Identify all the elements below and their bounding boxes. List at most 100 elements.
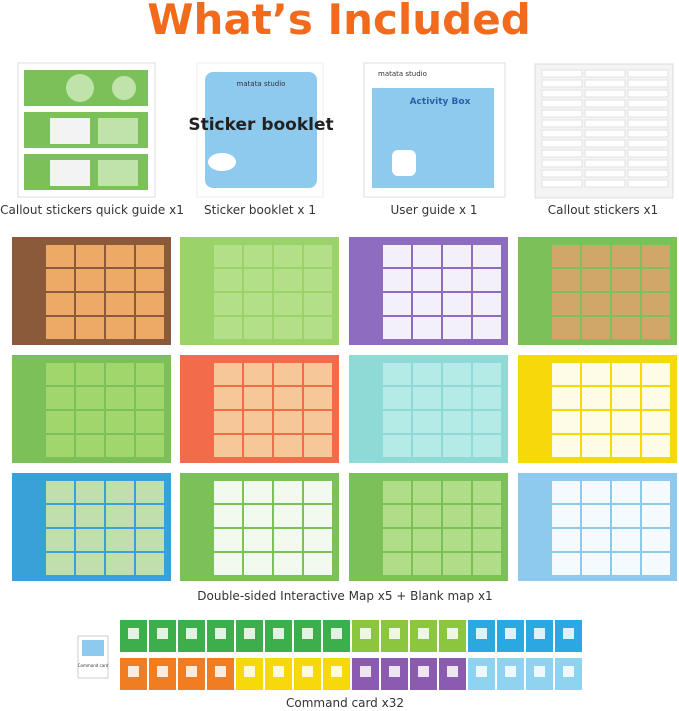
caption: Double-sided Interactive Map x5 + Blank … [197,589,492,603]
quick-guide [17,62,156,198]
map-cell [244,411,272,433]
card-icon [534,666,545,677]
map-cell [244,269,272,291]
map-cell [76,411,104,433]
sticker-strip [541,149,583,158]
map-cell [443,553,471,575]
map-cell [214,481,242,503]
guide-label: Activity Box [410,97,471,107]
map-cell [413,317,441,339]
map-cell [76,435,104,457]
map-cell [612,481,640,503]
map-cell [304,269,332,291]
map-cell [106,245,134,267]
sticker-strip [541,119,583,128]
map-cell [383,481,411,503]
map-cell [304,505,332,527]
sticker-strip [541,89,583,98]
map-cell [214,435,242,457]
sticker-strip [541,179,583,188]
user-guide: matata studio Activity Box [363,62,506,198]
map-cell [552,481,580,503]
map-cell [552,529,580,551]
card-icon [215,666,226,677]
map-cell [642,317,670,339]
map-cell [274,411,302,433]
map-cell [46,481,74,503]
map-cell [582,387,610,409]
map-cell [582,317,610,339]
sticker-strip [584,159,626,168]
map-cell [214,505,242,527]
map-cell [552,293,580,315]
map-cell [76,529,104,551]
card-icon [360,666,371,677]
map-cell [473,363,501,385]
sticker-strip [541,99,583,108]
map-cell [642,411,670,433]
card-icon [447,666,458,677]
sticker-strip [541,159,583,168]
map-cell [612,505,640,527]
map-cell [642,481,670,503]
map-cell [76,363,104,385]
caption: Callout stickers x1 [548,203,658,217]
map-cell [136,505,164,527]
map-cell [136,481,164,503]
map-cell [582,481,610,503]
map-cell [106,529,134,551]
map-cell [214,411,242,433]
callout-stickers [534,63,674,199]
map-cell [214,293,242,315]
map-cell [473,505,501,527]
map-cell [383,293,411,315]
map-cell [214,363,242,385]
map-cell [413,505,441,527]
card-icon [302,666,313,677]
card-icon [476,666,487,677]
map-cell [304,435,332,457]
map-cell [106,363,134,385]
card-icon [186,666,197,677]
sticker-strip [584,139,626,148]
map-cell [552,245,580,267]
map-cell [413,481,441,503]
map-cell [473,387,501,409]
map-cell [642,553,670,575]
map-cell [473,553,501,575]
map-cell [76,293,104,315]
card-icon [563,628,574,639]
map-cell [244,317,272,339]
map-cell [612,529,640,551]
map-cell [136,245,164,267]
sticker-strip [584,109,626,118]
sticker-strip [627,129,669,138]
map-cell [413,529,441,551]
sticker-strip [627,159,669,168]
map-cell [76,505,104,527]
brand: matata studio [378,70,427,78]
sticker-strip [584,169,626,178]
card-icon [447,628,458,639]
map-cell [413,553,441,575]
card-icon [418,628,429,639]
caption: User guide x 1 [390,203,477,217]
sticker-strip [541,79,583,88]
map-cell [383,387,411,409]
map-cell [106,293,134,315]
sticker-strip [627,99,669,108]
sticker-strip [584,69,626,78]
map-cell [46,363,74,385]
map-cell [383,529,411,551]
card-icon [128,628,139,639]
map-cell [552,387,580,409]
map-cell [136,317,164,339]
map-cell [443,269,471,291]
map-cell [214,529,242,551]
map-cell [136,553,164,575]
card-icon [563,666,574,677]
map-cell [274,529,302,551]
command-cards [120,620,582,690]
card-icon [128,666,139,677]
map-cell [582,553,610,575]
